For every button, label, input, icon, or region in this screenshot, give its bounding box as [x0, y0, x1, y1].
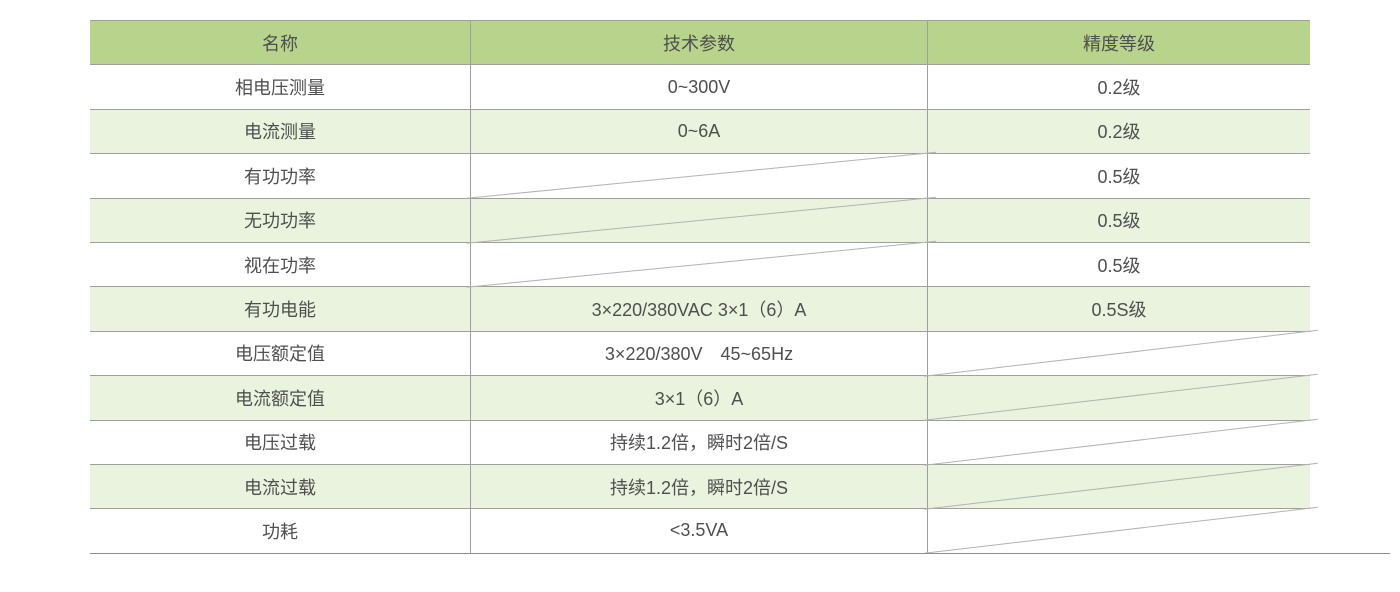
na-diagonal-slash-icon [471, 154, 927, 197]
cell-accuracy: 0.5级 [927, 198, 1310, 242]
cell-accuracy-na [927, 509, 1310, 552]
header-cell-parameter: 技术参数 [470, 21, 927, 65]
cell-name: 电压额定值 [235, 344, 325, 365]
cell-accuracy: 0.5级 [927, 242, 1310, 287]
cell-accuracy: 0.2级 [927, 109, 1310, 154]
cell-name: 电流过载 [244, 477, 316, 498]
table-header-row: 名称 技术参数 精度等级 [90, 20, 1310, 65]
na-diagonal-slash-icon [928, 465, 1310, 508]
cell-name: 电压过载 [244, 433, 316, 454]
cell-name: 有功功率 [244, 166, 316, 187]
table-row-reactive-power: 无功功率 0.5级 [90, 198, 1310, 242]
table-row-apparent-power: 视在功率 0.5级 [90, 242, 1310, 286]
cell-parameter: 持续1.2倍，瞬时2倍/S [470, 420, 927, 464]
table-row-current-measure: 电流测量 0~6A 0.2级 [90, 108, 1310, 154]
na-diagonal-slash-icon [928, 332, 1310, 375]
cell-name: 有功电能 [244, 300, 316, 321]
cell-accuracy-na [927, 465, 1310, 508]
cell-accuracy: 0.2级 [927, 65, 1310, 109]
cell-accuracy-na [927, 332, 1310, 375]
header-cell-name: 名称 [262, 33, 298, 54]
table-row-voltage-overload: 电压过载 持续1.2倍，瞬时2倍/S [90, 420, 1310, 464]
table-row-active-energy: 有功电能 3×220/380VAC 3×1（6）A 0.5S级 [90, 286, 1310, 331]
cell-parameter-na [470, 199, 927, 242]
cell-parameter-na [470, 243, 927, 286]
table-row-active-power: 有功功率 0.5级 [90, 153, 1310, 197]
table-row-current-overload: 电流过载 持续1.2倍，瞬时2倍/S [90, 464, 1310, 508]
cell-parameter: 0~300V [470, 65, 927, 109]
na-diagonal-slash-icon [928, 509, 1310, 552]
table-row-phase-voltage: 相电压测量 0~300V 0.2级 [90, 64, 1310, 109]
cell-name: 相电压测量 [235, 78, 325, 99]
na-diagonal-slash-icon [471, 199, 927, 242]
cell-name: 无功功率 [244, 211, 316, 232]
cell-accuracy-na [927, 376, 1310, 419]
cell-accuracy-na [927, 421, 1310, 464]
cell-accuracy: 0.5S级 [927, 287, 1310, 331]
cell-name: 视在功率 [244, 255, 316, 276]
cell-parameter: 3×220/380VAC 3×1（6）A [470, 287, 927, 331]
cell-accuracy: 0.5级 [927, 154, 1310, 198]
table-row-rated-current: 电流额定值 3×1（6）A [90, 375, 1310, 419]
na-diagonal-slash-icon [471, 243, 927, 286]
table-row-power-consumption: 功耗 <3.5VA [90, 508, 1310, 552]
na-diagonal-slash-icon [928, 376, 1310, 419]
header-cell-accuracy: 精度等级 [927, 21, 1310, 65]
cell-parameter: 持续1.2倍，瞬时2倍/S [470, 464, 927, 509]
na-diagonal-slash-icon [928, 421, 1310, 464]
cell-name: 电流额定值 [235, 388, 325, 409]
cell-name: 功耗 [262, 521, 298, 542]
spec-table: 名称 技术参数 精度等级 相电压测量 0~300V 0.2级 电流测量 0~6A… [90, 20, 1310, 553]
cell-name: 电流测量 [244, 122, 316, 143]
cell-parameter: <3.5VA [470, 509, 927, 553]
cell-parameter-na [470, 154, 927, 197]
cell-parameter: 3×1（6）A [470, 376, 927, 420]
table-row-rated-voltage: 电压额定值 3×220/380V 45~65Hz [90, 331, 1310, 375]
cell-parameter: 0~6A [470, 109, 927, 154]
cell-parameter: 3×220/380V 45~65Hz [470, 331, 927, 376]
table-bottom-rule [90, 553, 1390, 554]
